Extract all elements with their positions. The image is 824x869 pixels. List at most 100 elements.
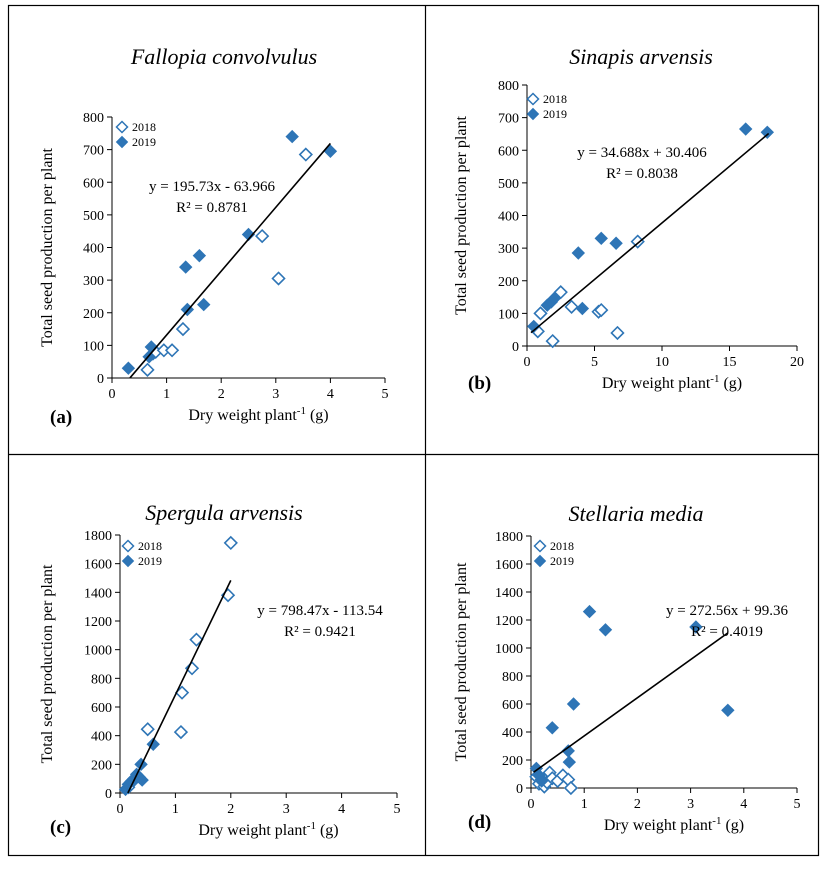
panel-4-x-tick-label: 3	[687, 797, 694, 812]
panel-4-y-axis-label: Total seed production per plant	[453, 562, 470, 761]
panel-1-legend-marker-2019	[115, 135, 129, 149]
panel-2-panel-label: (b)	[468, 373, 491, 394]
panel-2-y-axis-label: Total seed production per plant	[453, 116, 470, 315]
panel-3-y-tick-label: 1600	[84, 558, 112, 573]
panel-3-point-2019	[135, 773, 149, 787]
panel-3-y-tick-label: 1000	[84, 644, 112, 659]
panel-2-legend-marker-2019	[526, 107, 540, 121]
panel-1-trendline	[129, 142, 332, 379]
panel-3-legend-marker-2019	[121, 554, 135, 568]
panel-3-legend-label-2019: 2019	[138, 554, 162, 568]
panel-1-x-tick-label: 5	[382, 387, 389, 402]
panel-1-x-tick-label: 1	[163, 387, 170, 402]
panel-3-y-tick-label: 600	[91, 701, 112, 716]
panel-4-point-2018	[563, 780, 579, 796]
panel-2-point-2018	[564, 299, 579, 314]
panel-2-point-2019	[760, 125, 775, 140]
panel-3-y-tick-label: 1200	[84, 615, 112, 630]
panel-4-point-2019	[566, 697, 581, 711]
panel-4-x-axis-label: Dry weight plant-1 (g)	[604, 815, 744, 834]
panel-2-x-axis-label: Dry weight plant-1 (g)	[602, 373, 742, 392]
panel-3-point-2018	[140, 722, 155, 737]
panel-4-y-tick-label: 200	[502, 754, 523, 769]
panel-3-trendline-equation: y = 798.47x - 113.54	[257, 603, 383, 619]
panel-2-y-tick-label: 600	[498, 144, 519, 159]
panel-2-point-2018	[545, 333, 560, 349]
panel-4-y-tick-label: 600	[502, 698, 523, 713]
panel-1-x-tick-label: 2	[218, 387, 225, 402]
panel-4-point-2019	[534, 774, 549, 788]
panel-4-legend-marker-2019	[533, 554, 547, 568]
panel-1-point-2019	[323, 144, 338, 158]
panel-3-legend-marker-2018	[121, 539, 135, 553]
panel-1-point-2018	[140, 362, 155, 377]
panel-3-panel-label: (c)	[50, 817, 71, 838]
panel-1-x-axis-label: Dry weight plant-1 (g)	[188, 405, 328, 424]
panel-1-title: Fallopia convolvulus	[130, 44, 317, 69]
panel-3-point-2019	[146, 737, 160, 751]
panel-4-y-tick-label: 800	[502, 670, 523, 685]
panel-2-x-tick-label: 10	[655, 355, 669, 370]
panel-4-legend-label-2018: 2018	[550, 539, 574, 553]
panel-3-x-tick-label: 5	[394, 802, 401, 817]
panel-1-x-tick-label: 3	[272, 387, 279, 402]
panel-2-legend-marker-2018	[526, 92, 540, 106]
panel-4-x-tick-label: 4	[740, 797, 747, 812]
panel-4-point-2019	[721, 703, 735, 718]
panel-3-title: Spergula arvensis	[145, 500, 302, 525]
panel-4-point-2019	[689, 620, 703, 634]
panel-1-legend-label-2019: 2019	[132, 135, 156, 149]
panel-4-title: Stellaria media	[568, 501, 703, 526]
panel-2-y-tick-label: 0	[512, 340, 519, 355]
panel-3-y-tick-label: 0	[105, 787, 112, 802]
panel-4-trendline-equation: y = 272.56x + 99.36	[666, 603, 788, 619]
panel-2-y-tick-label: 800	[498, 79, 519, 94]
panel-2-legend-label-2019: 2019	[543, 107, 567, 121]
panel-2-point-2019	[594, 231, 608, 246]
panel-1-y-tick-label: 100	[83, 339, 104, 354]
panel-1-y-tick-label: 0	[97, 372, 104, 387]
panel-3-y-tick-label: 1800	[84, 529, 112, 544]
panel-4-y-tick-label: 1800	[495, 530, 523, 545]
panel-4-y-tick-label: 1400	[495, 586, 523, 601]
panel-2-trendline-equation: y = 34.688x + 30.406	[577, 145, 707, 161]
panel-1-point-2019	[121, 361, 136, 375]
panel-1-point-2018	[175, 321, 191, 337]
panel-1-y-tick-label: 400	[83, 242, 104, 257]
panel-3-x-axis-label: Dry weight plant-1 (g)	[198, 820, 338, 839]
panel-4-legend-label-2019: 2019	[550, 554, 574, 568]
panel-2-trendline-r2: R² = 0.8038	[606, 166, 678, 182]
panel-2-point-2019	[609, 236, 623, 250]
panel-4-y-tick-label: 0	[516, 782, 523, 797]
panel-2-y-tick-label: 400	[498, 210, 519, 225]
panel-2-point-2019	[547, 291, 561, 306]
panel-3-y-tick-label: 1400	[84, 586, 112, 601]
panel-1-y-tick-label: 700	[83, 144, 104, 159]
panel-1-point-2019	[192, 248, 207, 263]
panel-1-point-2019	[142, 350, 156, 364]
panel-4-point-2019	[582, 604, 597, 619]
panel-2-title: Sinapis arvensis	[569, 44, 713, 69]
panel-4-panel-label: (d)	[468, 812, 491, 833]
panel-1-point-2018	[164, 343, 180, 358]
panel-1-trendline-equation: y = 195.73x - 63.966	[149, 179, 275, 195]
panel-1-x-tick-label: 4	[327, 387, 334, 402]
panel-4-trendline	[533, 632, 729, 773]
panel-1-y-tick-label: 500	[83, 209, 104, 224]
panel-2-x-tick-label: 5	[591, 355, 598, 370]
panel-2-legend-label-2018: 2018	[543, 92, 567, 106]
panel-3-y-tick-label: 800	[91, 672, 112, 687]
panel-1-point-2018	[255, 228, 270, 244]
figure-frame	[7, 4, 820, 857]
panel-3-trendline	[127, 580, 232, 794]
panel-1-y-tick-label: 200	[83, 307, 104, 322]
panel-2-point-2018	[553, 285, 568, 300]
panel-2-trendline	[530, 132, 770, 334]
panel-4-point-2019	[545, 721, 559, 735]
panel-4-x-tick-label: 1	[581, 797, 588, 812]
panel-1-y-axis-label: Total seed production per plant	[39, 148, 56, 347]
panel-2-x-tick-label: 20	[790, 355, 804, 370]
panel-1-point-2018	[298, 147, 313, 162]
panel-1-y-tick-label: 300	[83, 274, 104, 289]
